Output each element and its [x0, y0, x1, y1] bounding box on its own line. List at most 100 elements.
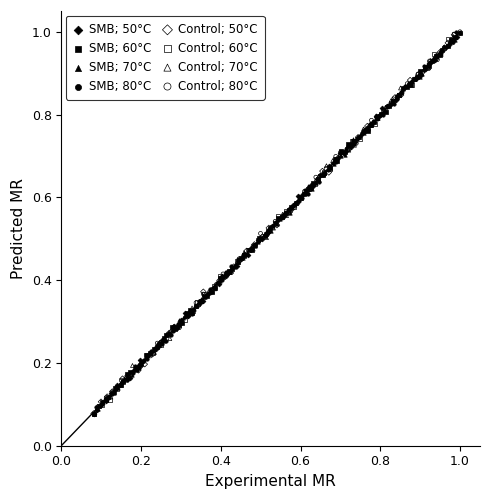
SMB; 50°C — [189, 306, 197, 314]
SMB; 80°C — [255, 236, 263, 244]
SMB; 60°C — [292, 200, 300, 207]
SMB; 80°C — [211, 284, 218, 292]
SMB; 70°C — [239, 254, 246, 262]
SMB; 50°C — [164, 330, 172, 338]
Control; 60°C — [165, 328, 173, 336]
Control; 70°C — [218, 272, 226, 280]
SMB; 70°C — [352, 135, 360, 143]
Control; 70°C — [249, 245, 257, 253]
SMB; 60°C — [188, 308, 195, 316]
SMB; 80°C — [452, 28, 460, 36]
Control; 70°C — [415, 72, 423, 80]
SMB; 60°C — [216, 274, 223, 282]
SMB; 70°C — [451, 36, 459, 44]
SMB; 60°C — [247, 246, 255, 254]
Control; 50°C — [156, 340, 164, 347]
SMB; 80°C — [426, 59, 434, 67]
Control; 60°C — [297, 194, 305, 202]
Control; 80°C — [368, 116, 376, 124]
SMB; 50°C — [217, 274, 225, 281]
SMB; 80°C — [124, 375, 132, 383]
Control; 80°C — [294, 200, 301, 207]
Control; 70°C — [410, 75, 418, 83]
SMB; 70°C — [448, 38, 456, 46]
SMB; 80°C — [398, 88, 406, 96]
Control; 60°C — [402, 82, 410, 90]
Control; 80°C — [164, 330, 172, 338]
SMB; 60°C — [211, 284, 218, 292]
Control; 80°C — [322, 164, 330, 172]
SMB; 50°C — [199, 297, 207, 305]
SMB; 50°C — [309, 182, 317, 190]
SMB; 50°C — [93, 406, 101, 413]
SMB; 70°C — [154, 340, 162, 348]
SMB; 70°C — [375, 114, 382, 122]
Control; 50°C — [391, 94, 399, 102]
Control; 60°C — [189, 307, 197, 315]
SMB; 80°C — [277, 214, 285, 222]
SMB; 50°C — [450, 34, 458, 42]
Control; 80°C — [94, 402, 102, 410]
SMB; 60°C — [234, 258, 242, 266]
SMB; 50°C — [292, 199, 300, 207]
SMB; 80°C — [367, 121, 375, 129]
SMB; 70°C — [262, 228, 270, 236]
SMB; 80°C — [298, 194, 306, 202]
Control; 60°C — [268, 224, 276, 232]
SMB; 80°C — [445, 42, 453, 50]
SMB; 70°C — [102, 394, 109, 402]
SMB; 60°C — [123, 370, 131, 378]
SMB; 50°C — [244, 251, 251, 259]
SMB; 80°C — [123, 376, 131, 384]
SMB; 60°C — [422, 63, 430, 71]
SMB; 70°C — [227, 266, 235, 274]
SMB; 80°C — [158, 340, 166, 347]
SMB; 80°C — [98, 400, 106, 408]
SMB; 80°C — [251, 241, 259, 249]
SMB; 50°C — [280, 212, 288, 220]
SMB; 70°C — [175, 316, 183, 324]
Control; 50°C — [369, 120, 377, 128]
SMB; 60°C — [119, 378, 127, 386]
SMB; 70°C — [430, 54, 437, 62]
Control; 50°C — [119, 374, 127, 382]
SMB; 60°C — [95, 402, 103, 410]
Control; 80°C — [266, 228, 273, 235]
SMB; 60°C — [320, 169, 327, 177]
SMB; 70°C — [114, 384, 122, 392]
SMB; 60°C — [171, 324, 179, 332]
SMB; 70°C — [404, 80, 411, 88]
SMB; 60°C — [104, 392, 112, 400]
SMB; 80°C — [449, 38, 457, 46]
SMB; 60°C — [438, 46, 446, 54]
SMB; 50°C — [147, 348, 155, 356]
SMB; 80°C — [373, 114, 381, 122]
SMB; 50°C — [224, 270, 232, 278]
SMB; 60°C — [111, 384, 119, 392]
SMB; 70°C — [169, 326, 177, 334]
Control; 80°C — [287, 208, 295, 216]
SMB; 70°C — [143, 352, 151, 360]
SMB; 50°C — [431, 56, 439, 64]
SMB; 50°C — [343, 147, 351, 155]
Control; 50°C — [185, 312, 192, 320]
Control; 80°C — [117, 376, 125, 384]
Control; 60°C — [193, 298, 201, 306]
SMB; 70°C — [267, 226, 275, 234]
SMB; 50°C — [112, 381, 120, 389]
SMB; 70°C — [350, 136, 357, 143]
SMB; 80°C — [288, 202, 296, 210]
SMB; 80°C — [112, 382, 120, 390]
SMB; 80°C — [261, 231, 269, 239]
SMB; 80°C — [402, 82, 409, 90]
X-axis label: Experimental MR: Experimental MR — [205, 474, 336, 489]
SMB; 50°C — [354, 134, 362, 142]
Control; 80°C — [316, 172, 324, 180]
Control; 70°C — [129, 362, 136, 370]
SMB; 60°C — [163, 331, 170, 339]
SMB; 50°C — [376, 111, 384, 119]
SMB; 80°C — [361, 124, 369, 132]
SMB; 50°C — [369, 118, 377, 126]
SMB; 60°C — [444, 42, 452, 50]
SMB; 70°C — [344, 142, 352, 150]
